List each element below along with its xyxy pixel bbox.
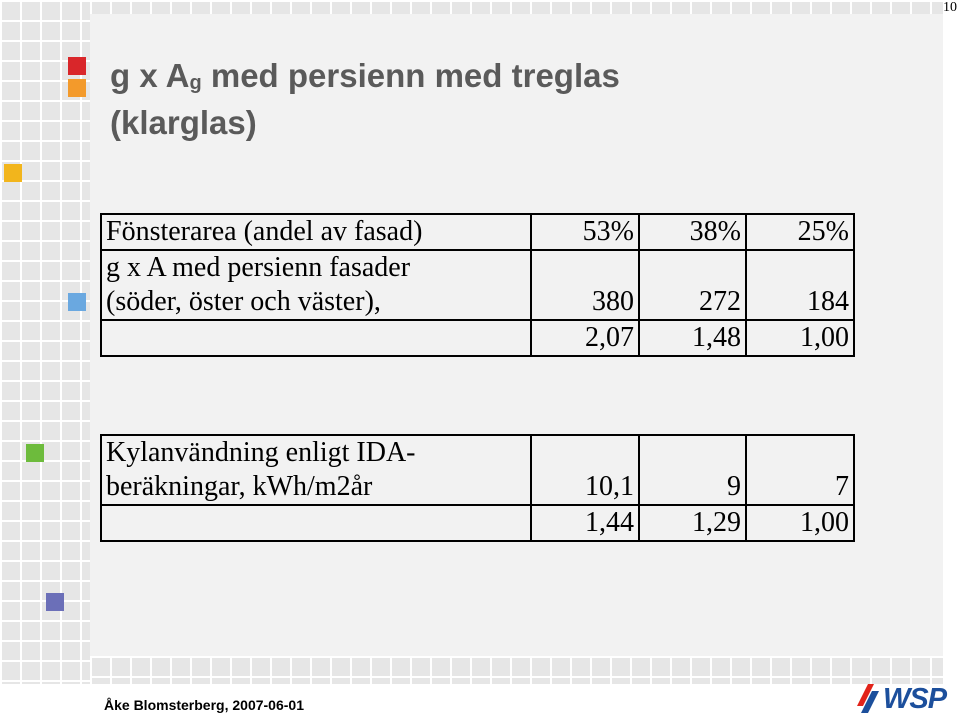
- window-area-table: Fönsterarea (andel av fasad) 53% 38% 25%…: [100, 213, 855, 357]
- table-cell-value: 1,48: [638, 319, 747, 357]
- decorative-grid-left: [0, 0, 90, 684]
- table-cell-label: Fönsterarea (andel av fasad): [100, 213, 532, 251]
- wsp-logo-text: WSP: [883, 683, 947, 715]
- table-cell-value: 1,00: [745, 319, 855, 357]
- accent-square-green: [26, 444, 44, 462]
- table-cell-value: 25%: [745, 213, 855, 251]
- decorative-grid-bottom: [90, 656, 943, 684]
- label-line: (söder, öster och väster),: [106, 286, 381, 317]
- table-cell-value: 272: [638, 249, 747, 321]
- table-cell-value: 53%: [530, 213, 640, 251]
- accent-square-purple: [46, 593, 64, 611]
- table-cell-value: 1,29: [638, 504, 747, 542]
- table-cell-label: [100, 319, 532, 357]
- accent-square-orange: [68, 79, 86, 97]
- table-row: 1,44 1,29 1,00: [100, 504, 855, 542]
- label-line: g x A med persienn fasader: [106, 252, 411, 283]
- table-cell-value: 7: [745, 434, 855, 506]
- table-cell-value: 1,44: [530, 504, 640, 542]
- label-line: beräkningar, kWh/m2år: [106, 471, 373, 502]
- slide-title: g x Ag med persienn med treglas (klarglas…: [110, 56, 620, 142]
- accent-square-yellow: [4, 164, 22, 182]
- accent-square-light-blue: [68, 293, 86, 311]
- table-cell-value: 2,07: [530, 319, 640, 357]
- table-row: g x A med persienn fasader (söder, öster …: [100, 249, 855, 321]
- table-cell-value: 9: [638, 434, 747, 506]
- table-row: Fönsterarea (andel av fasad) 53% 38% 25%: [100, 213, 855, 251]
- cooling-table: Kylanvändning enligt IDA-beräkningar, kW…: [100, 434, 855, 542]
- wsp-logo-mark-icon: [857, 684, 879, 713]
- decorative-grid-top: [90, 0, 943, 14]
- table-cell-value: 380: [530, 249, 640, 321]
- table-row: Kylanvändning enligt IDA-beräkningar, kW…: [100, 434, 855, 506]
- table-row: 2,07 1,48 1,00: [100, 319, 855, 357]
- title-text-start: g x A: [110, 57, 190, 94]
- accent-square-red: [68, 57, 86, 75]
- table-cell-label: g x A med persienn fasader (söder, öster …: [100, 249, 532, 321]
- table-cell-label: [100, 504, 532, 542]
- table-cell-label: Kylanvändning enligt IDA-beräkningar, kW…: [100, 434, 532, 506]
- table-cell-value: 10,1: [530, 434, 640, 506]
- title-text-end: med persienn med treglas: [201, 57, 620, 94]
- title-subscript: g: [189, 72, 202, 94]
- wsp-logo: WSP: [855, 682, 955, 716]
- table-cell-value: 184: [745, 249, 855, 321]
- page-number: 10: [943, 0, 957, 15]
- footer-author: Åke Blomsterberg, 2007-06-01: [104, 697, 304, 713]
- title-line2: (klarglas): [110, 104, 257, 141]
- label-line: Kylanvändning enligt IDA-: [106, 437, 416, 468]
- table-cell-value: 1,00: [745, 504, 855, 542]
- table-cell-value: 38%: [638, 213, 747, 251]
